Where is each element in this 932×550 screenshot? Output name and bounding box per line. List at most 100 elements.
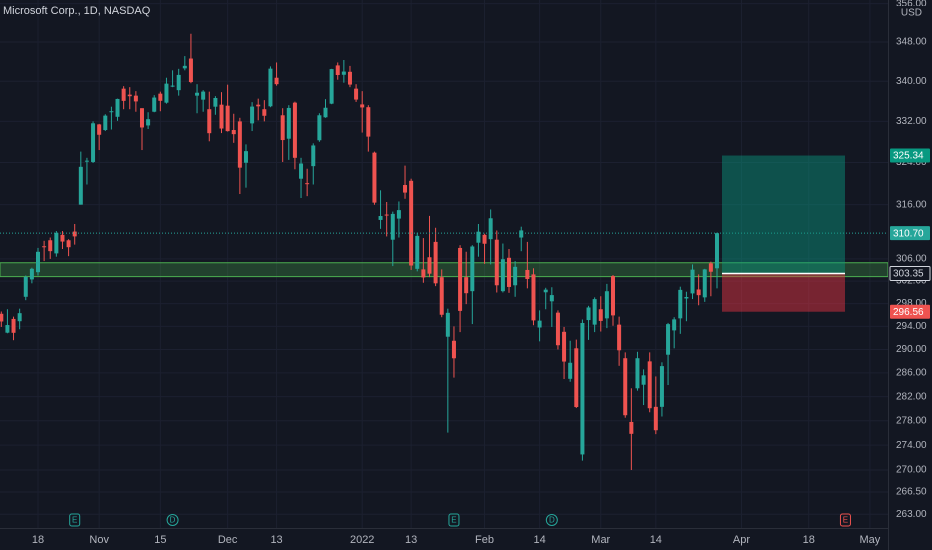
price-tag	[890, 148, 930, 163]
candle-body	[72, 231, 77, 237]
candle-body	[347, 71, 352, 85]
candle-body	[195, 92, 200, 96]
candle-body	[207, 109, 212, 134]
candle-body	[237, 121, 242, 168]
candle-body	[262, 109, 267, 116]
candle-body	[23, 276, 28, 297]
candle-body	[543, 289, 548, 293]
candle-body	[152, 97, 157, 112]
candle-body	[213, 97, 218, 107]
candle-body	[335, 65, 340, 76]
candle-body	[5, 325, 10, 333]
y-tick-label: 278.00	[896, 415, 927, 426]
y-tick-label: 286.00	[896, 368, 927, 379]
candle-body	[91, 123, 96, 162]
candle-body	[464, 277, 469, 294]
candle-body	[170, 85, 175, 87]
y-tick-label: 356.00	[896, 0, 927, 9]
candle-body	[329, 69, 334, 104]
candle-body	[568, 362, 573, 379]
candle-body	[519, 230, 524, 238]
candle-body	[415, 235, 420, 269]
candle-body	[103, 115, 108, 131]
candle-body	[598, 309, 603, 321]
candle-body	[647, 361, 652, 409]
loss-zone	[721, 273, 845, 312]
candle-body	[176, 74, 181, 91]
candle-body	[384, 214, 389, 216]
y-tick-label: 266.50	[896, 487, 927, 498]
candle-body	[513, 266, 518, 286]
candle-body	[29, 268, 34, 280]
candle-body	[48, 240, 53, 252]
y-tick-label: 332.00	[896, 116, 927, 127]
candle-body	[256, 104, 261, 107]
x-tick-label: 2022	[350, 534, 374, 546]
candle-body	[500, 259, 505, 292]
y-tick-label: 294.00	[896, 321, 927, 332]
candle-body	[672, 319, 677, 331]
candle-body	[182, 65, 187, 69]
candle-body	[66, 240, 71, 248]
candle-body	[372, 152, 377, 203]
candle-body	[439, 277, 444, 315]
y-tick-label: 324.00	[896, 157, 927, 168]
candle-body	[280, 115, 285, 141]
y-tick-label: 298.00	[896, 298, 927, 309]
candle-body	[482, 234, 487, 244]
candle-body	[604, 291, 609, 319]
candle-body	[133, 95, 138, 102]
grid	[0, 0, 888, 528]
candle-body	[653, 406, 658, 431]
candle-body	[299, 163, 304, 179]
candle-body	[268, 68, 273, 107]
candle-body	[525, 269, 530, 279]
candle-body	[451, 340, 456, 359]
x-tick-label: 13	[270, 534, 282, 546]
candle-body	[555, 312, 560, 346]
event-marker	[839, 513, 851, 527]
candle-body	[562, 331, 567, 362]
x-tick-label: 14	[533, 534, 545, 546]
candle-body	[702, 269, 707, 298]
candle-body	[580, 322, 585, 455]
candle-body	[354, 88, 359, 100]
candle-body	[623, 358, 628, 416]
event-marker	[448, 513, 460, 527]
price-tag	[889, 266, 931, 282]
event-marker	[166, 514, 179, 526]
candle-body	[225, 105, 230, 132]
x-tick-label: 14	[650, 534, 662, 546]
candle-body	[360, 104, 365, 108]
candle-body	[201, 91, 206, 100]
x-tick-label: Feb	[475, 534, 494, 546]
candle-body	[458, 247, 463, 311]
x-tick-label: 13	[405, 534, 417, 546]
candle-body	[611, 276, 615, 316]
candle-body	[164, 83, 169, 103]
candle-body	[146, 119, 151, 126]
candle-body	[139, 108, 144, 128]
candle-body	[421, 269, 426, 278]
x-tick-label: 18	[803, 534, 815, 546]
candle-body	[586, 307, 591, 321]
candle-body	[84, 160, 89, 162]
candle-body	[659, 366, 664, 407]
x-tick-label: 18	[32, 534, 44, 546]
candle-body	[323, 107, 328, 118]
y-tick-label: 316.00	[896, 199, 927, 210]
x-tick-label: Apr	[733, 534, 750, 546]
candle-body	[433, 241, 438, 284]
event-marker	[545, 514, 558, 526]
event-label: E	[72, 516, 77, 525]
price-tag-label: 296.56	[893, 307, 924, 318]
candle-body	[78, 166, 83, 205]
event-label: D	[170, 516, 176, 525]
candle-body	[494, 239, 499, 286]
candle-body	[403, 185, 408, 193]
y-tick-label: 302.00	[896, 276, 927, 287]
candle-body	[0, 313, 4, 322]
price-tag	[890, 226, 930, 241]
y-tick-label: 290.00	[896, 344, 927, 355]
